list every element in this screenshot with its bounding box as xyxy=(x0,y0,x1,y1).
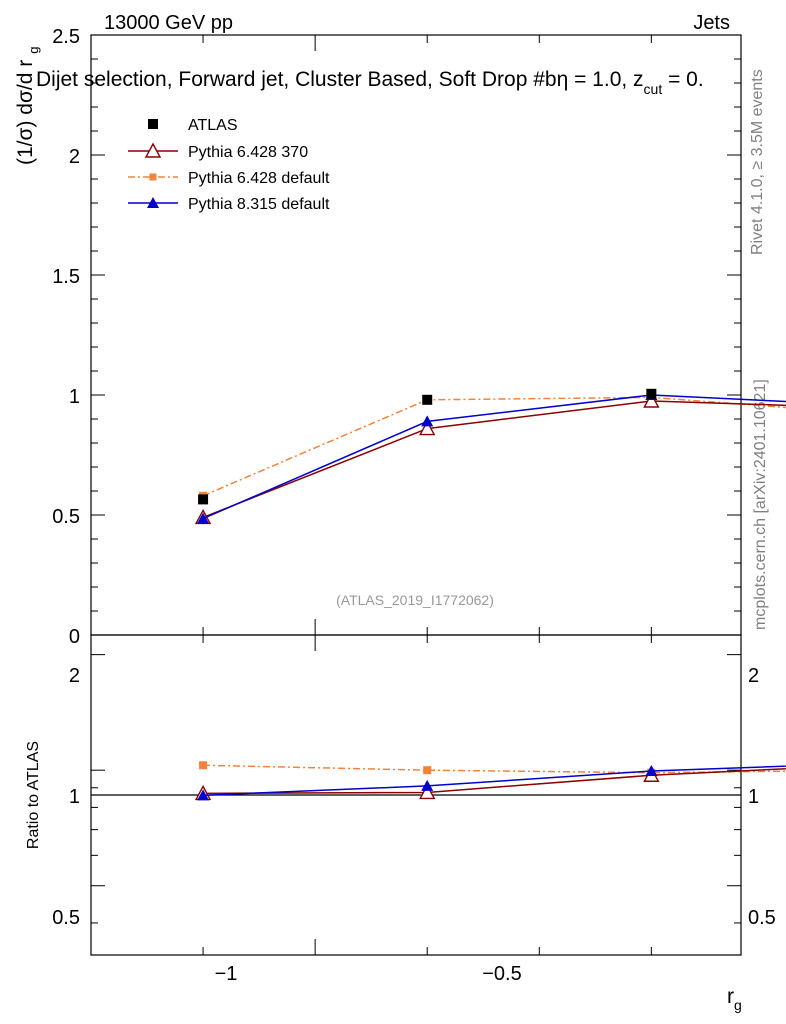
main-ytick-label-0.5: 0.5 xyxy=(52,506,80,528)
legend-marker-atlas xyxy=(148,119,158,129)
legend-label-py8: Pythia 8.315 default xyxy=(188,196,330,213)
ratio-ytick-label-left-1: 1 xyxy=(69,786,80,808)
analysis-id-label: (ATLAS_2019_I1772062) xyxy=(336,592,494,608)
series-line-py8 xyxy=(202,394,786,520)
series-py6-370 xyxy=(194,392,786,801)
ratio-ytick-label-right-1: 1 xyxy=(748,786,759,808)
main-y-ticks xyxy=(91,34,741,636)
main-ytick-label-2: 2 xyxy=(69,146,80,168)
series-py6-default xyxy=(199,393,786,777)
xtick-label-minus1: −1 xyxy=(215,963,238,985)
legend-marker-py8 xyxy=(147,197,159,208)
process-label: Jets xyxy=(693,12,730,34)
ratio-y-ticks xyxy=(91,654,741,924)
x-axis-title-sub: g xyxy=(734,997,742,1013)
data-point-atlas xyxy=(646,388,657,399)
selection-main: Dijet selection, Forward jet, Cluster Ba… xyxy=(36,68,557,91)
main-y-axis-title-sub: g xyxy=(26,46,41,53)
ratio-line-py8 xyxy=(203,765,786,797)
ratio-ytick-label-left-0.5: 0.5 xyxy=(52,907,80,929)
ratio-point-py8 xyxy=(421,779,434,791)
ratio-ytick-label-right-2: 2 xyxy=(748,665,759,687)
ratio-y-axis-title: Ratio to ATLAS xyxy=(25,741,42,849)
xtick-label-minus0.5: −0.5 xyxy=(482,963,521,985)
main-y-axis-title: (1/σ) dσ/d r g xyxy=(14,46,41,165)
ratio-point-py6-default xyxy=(199,761,208,770)
ratio-line-py6-default xyxy=(203,764,786,774)
legend: ATLAS Pythia 6.428 370 Pythia 6.428 defa… xyxy=(128,117,330,213)
data-point-py6-370 xyxy=(419,420,436,436)
main-ytick-label-2.5: 2.5 xyxy=(52,26,80,48)
x-axis-title-text: r xyxy=(727,985,734,1008)
main-ytick-label-1: 1 xyxy=(69,386,80,408)
selection-label: Dijet selection, Forward jet, Cluster Ba… xyxy=(36,68,704,97)
ratio-point-py6-default xyxy=(423,766,432,775)
series-layer xyxy=(194,388,786,801)
data-point-atlas xyxy=(422,394,433,405)
ratio-ytick-label-right-0.5: 0.5 xyxy=(748,907,776,929)
ratio-point-py8 xyxy=(645,765,658,777)
data-point-atlas xyxy=(198,494,209,505)
legend-marker-py6-default xyxy=(149,173,157,181)
ratio-ytick-label-left-2: 2 xyxy=(69,665,80,687)
ratio-line-py6-370 xyxy=(203,768,786,795)
rivet-label: Rivet 4.1.0, ≥ 3.5M events xyxy=(749,69,766,255)
main-ytick-label-0: 0 xyxy=(69,626,80,648)
selection-tail: η = 1.0, z xyxy=(557,68,644,91)
data-point-py8 xyxy=(197,512,210,524)
data-point-py8 xyxy=(421,415,434,427)
selection-sub: cut xyxy=(644,81,663,97)
x-ticks xyxy=(90,35,652,955)
selection-end: = 0. xyxy=(662,68,703,91)
main-y-axis-title-text: (1/σ) dσ/d r xyxy=(14,60,37,165)
mcplots-label: mcplots.cern.ch [arXiv:2401.10621] xyxy=(752,379,769,630)
ratio-point-py8 xyxy=(197,789,210,801)
legend-marker-py6-370 xyxy=(144,142,162,158)
series-line-py6-default xyxy=(202,396,786,497)
series-atlas xyxy=(198,388,657,505)
legend-label-atlas: ATLAS xyxy=(188,117,238,134)
series-line-py6-370 xyxy=(202,400,786,519)
x-axis-title: rg xyxy=(727,985,742,1013)
energy-label: 13000 GeV pp xyxy=(104,12,233,34)
series-py8 xyxy=(197,389,786,801)
ratio-point-py6-370 xyxy=(419,783,436,800)
data-point-py6-370 xyxy=(643,392,660,408)
main-ytick-label-1.5: 1.5 xyxy=(52,266,80,288)
legend-label-py6-default: Pythia 6.428 default xyxy=(188,170,330,187)
legend-label-py6-370: Pythia 6.428 370 xyxy=(188,144,308,161)
